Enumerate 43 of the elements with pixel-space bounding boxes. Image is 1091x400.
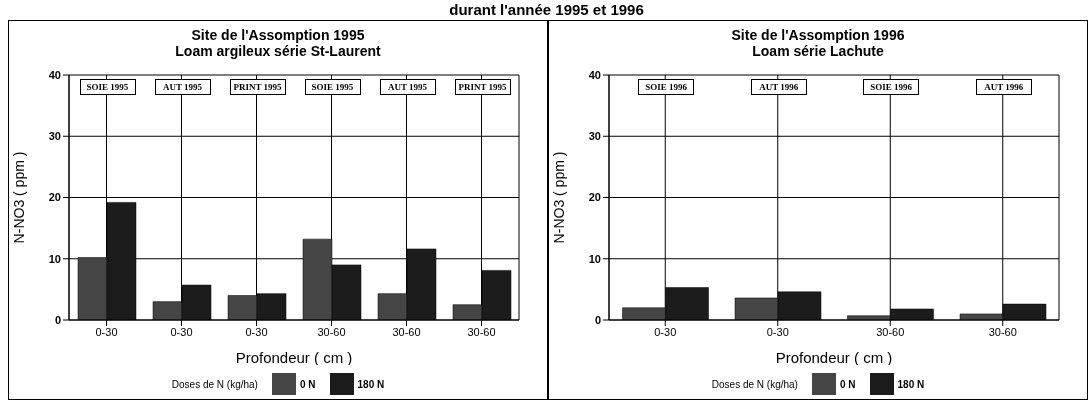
annotation: SOIE 1996 [638,79,695,95]
annotation: AUT 1995 [154,79,211,95]
y-tick-label: 0 [594,313,601,326]
x-tick-label: 0-30 [170,325,193,338]
chart-subtitle: Loam argileux série St-Laurent [174,43,382,59]
chart-subtitle: Loam série Lachute [751,43,885,59]
y-tick-label: 20 [48,191,61,204]
legend-label: 0 N [839,378,856,390]
chart-title: Site de l'Assomption 1996 [730,27,906,43]
x-tick-label: 0-30 [95,325,118,338]
y-tick-label: 40 [48,68,61,81]
x-tick-label: 30-60 [876,325,905,338]
annotation: AUT 1995 [379,79,436,95]
x-tick-label: 30-60 [392,325,421,338]
y-tick-label: 10 [48,252,61,265]
annotation: AUT 1996 [750,79,807,95]
annotation: PRINT 1995 [454,79,511,95]
y-axis-title: N-NO3 ( ppm ) [10,151,27,244]
x-tick-label: 0-30 [766,325,789,338]
y-tick-label: 20 [588,191,601,204]
annotation: AUT 1996 [975,79,1032,95]
y-tick-label: 30 [588,130,601,143]
legend-label: 180 N [357,378,385,390]
y-tick-label: 0 [54,313,61,326]
x-tick-label: 0-30 [245,325,268,338]
legend-title: Doses de N (kg/ha) [711,378,798,390]
legend-label: 180 N [897,378,925,390]
y-tick-label: 10 [588,252,601,265]
x-tick-label: 30-60 [988,325,1017,338]
y-tick-label: 40 [588,68,601,81]
annotation: SOIE 1996 [863,79,920,95]
annotation: SOIE 1995 [79,79,136,95]
y-axis-title: N-NO3 ( ppm ) [550,151,567,244]
chart-title: Site de l'Assomption 1995 [190,27,366,43]
x-tick-label: 30-60 [317,325,346,338]
x-tick-label: 30-60 [467,325,496,338]
annotation: SOIE 1995 [304,79,361,95]
y-tick-label: 30 [48,130,61,143]
x-tick-label: 0-30 [654,325,677,338]
annotation: PRINT 1995 [229,79,286,95]
legend-title: Doses de N (kg/ha) [171,378,258,390]
legend-label: 0 N [299,378,316,390]
text: durant l'année 1995 et 1996 [448,1,645,18]
